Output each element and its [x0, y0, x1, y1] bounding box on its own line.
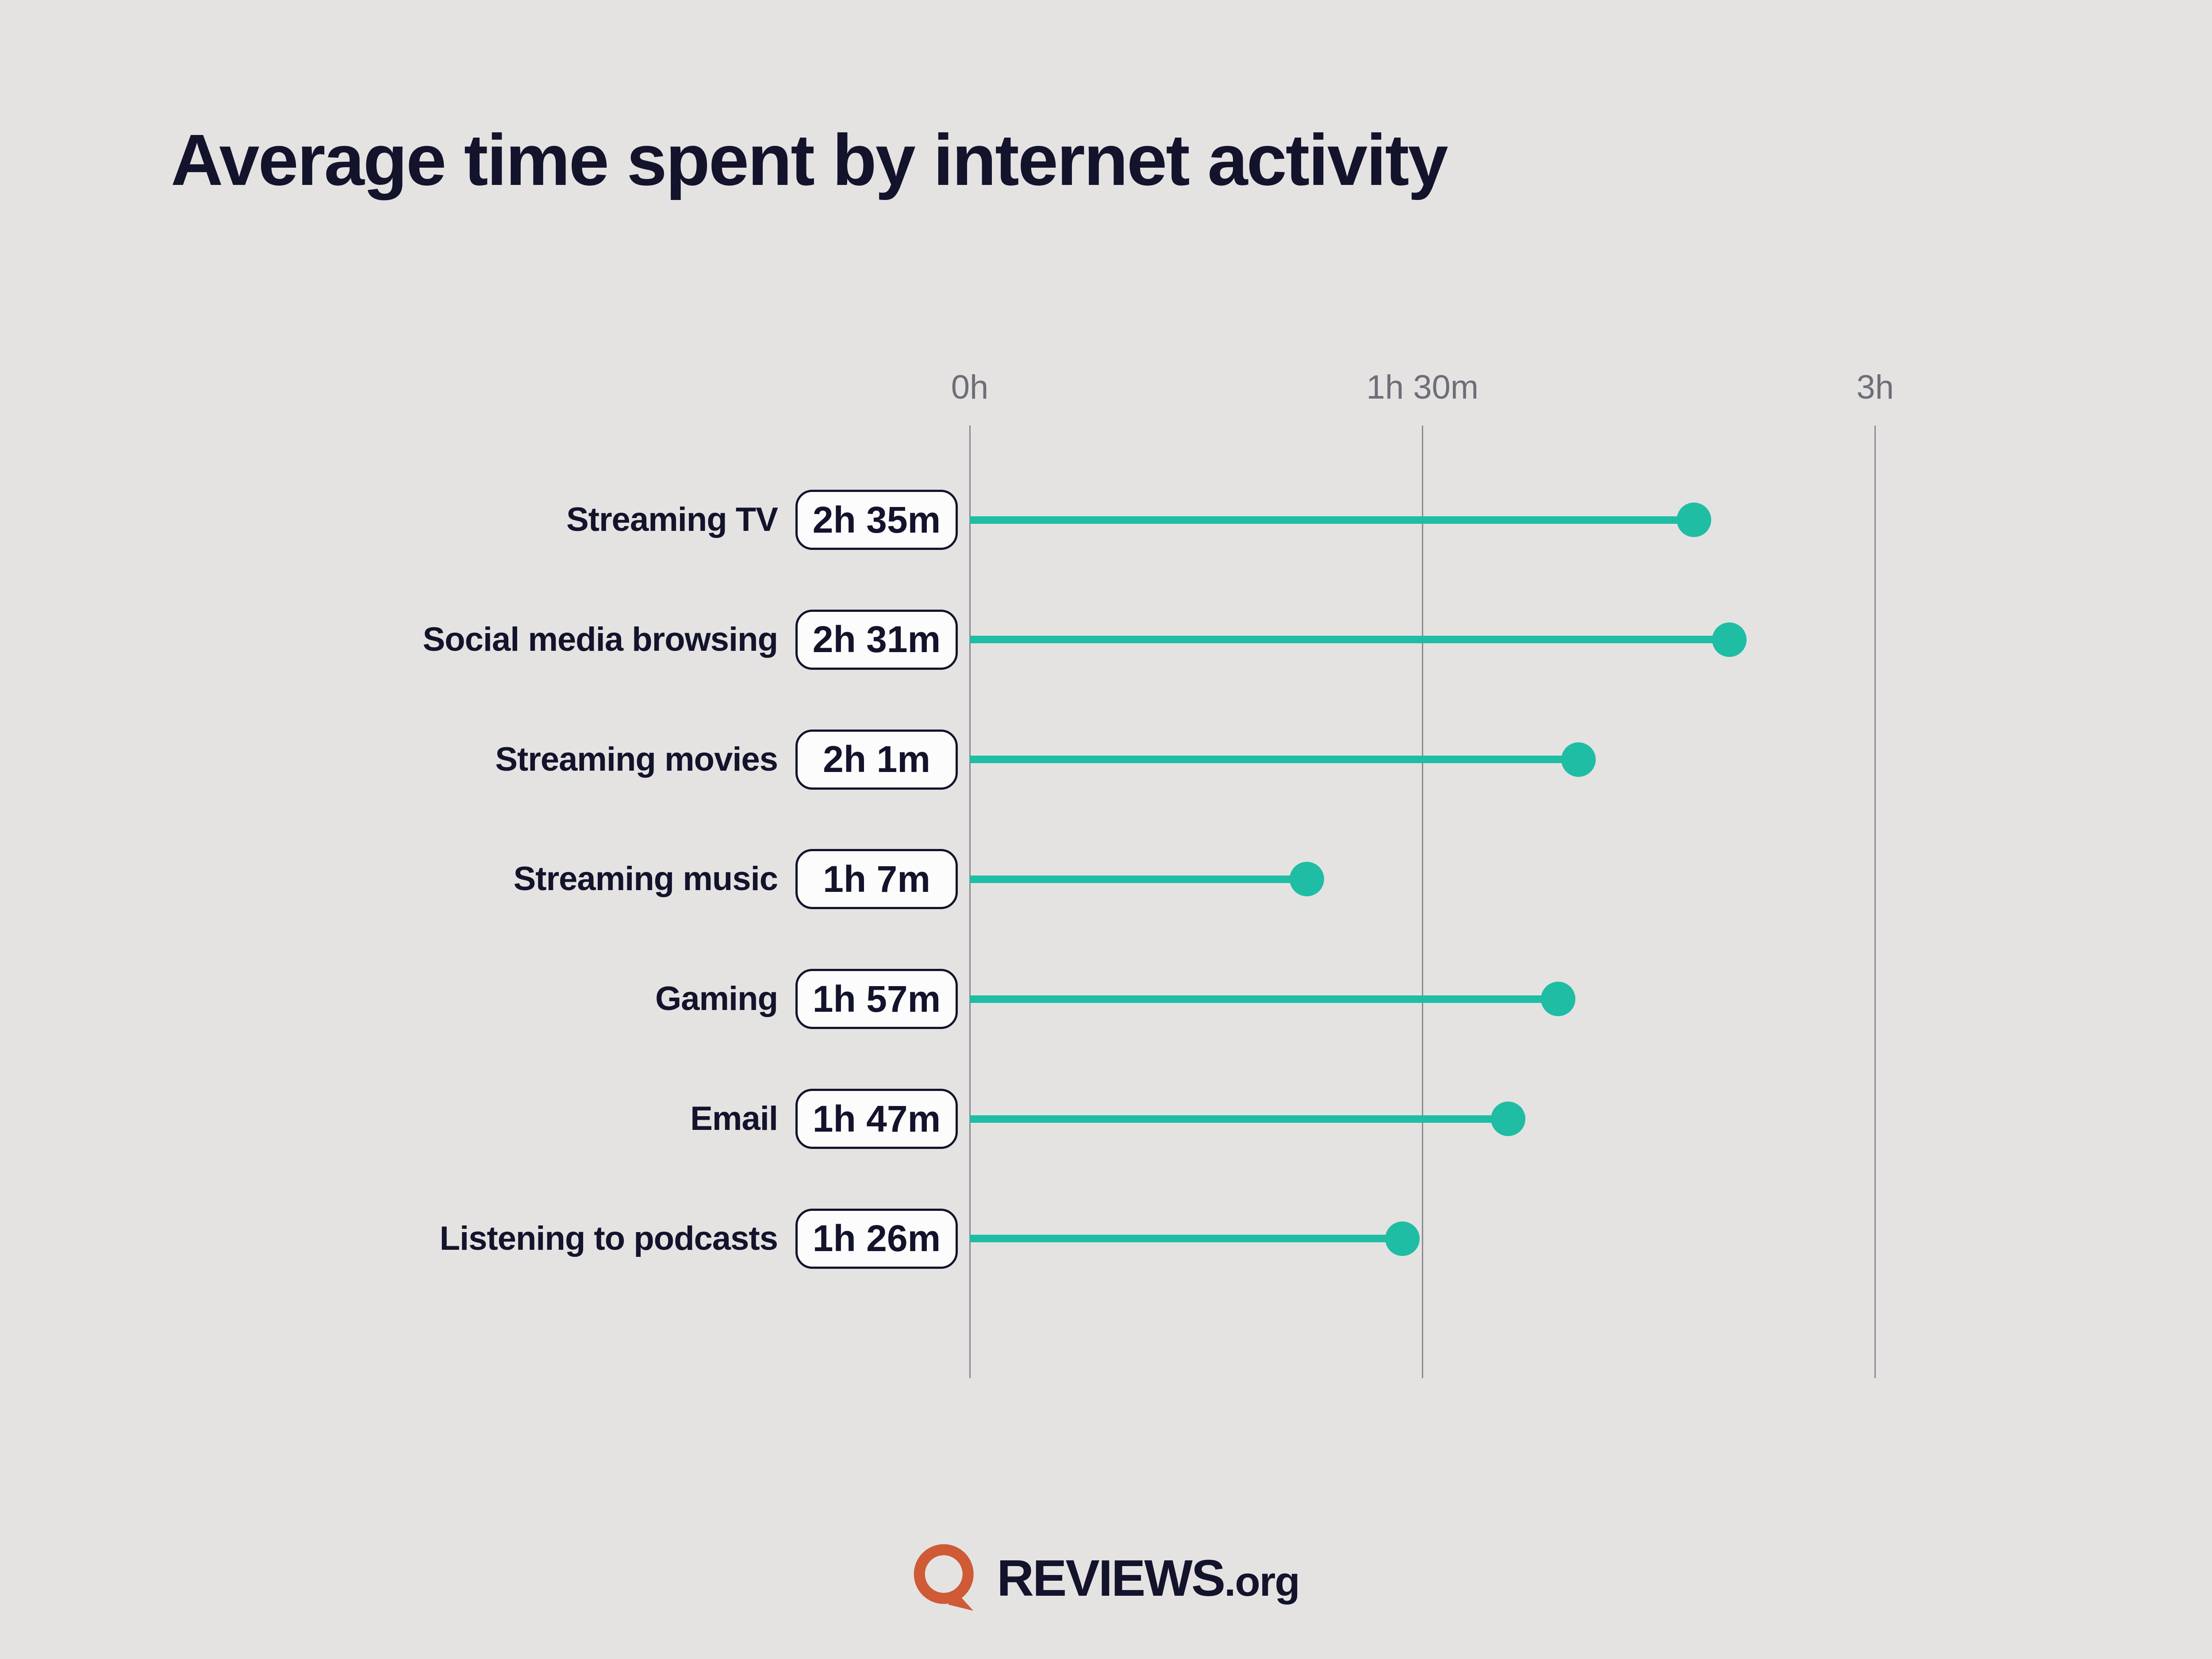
lollipop-stem [970, 1115, 1508, 1123]
lollipop-dot [1385, 1221, 1420, 1256]
lollipop-stem [970, 995, 1559, 1003]
value-badge: 2h 1m [795, 729, 958, 790]
lollipop-stem [970, 516, 1694, 524]
gridline-1h-30m [1421, 426, 1423, 1378]
lollipop-dot [1677, 503, 1712, 537]
lollipop-row: Listening to podcasts 1h 26m [0, 1208, 2212, 1269]
brand-tld: .org [1224, 1558, 1300, 1605]
lollipop-row: Email 1h 47m [0, 1089, 2212, 1149]
category-label: Streaming movies [495, 740, 778, 778]
x-tick-label: 1h 30m [1366, 369, 1479, 406]
category-label: Email [690, 1100, 778, 1137]
x-tick-label: 3h [1856, 369, 1894, 406]
x-tick-label: 0h [951, 369, 989, 406]
value-badge: 1h 47m [795, 1089, 958, 1149]
lollipop-dot [1541, 982, 1576, 1017]
value-badge: 1h 57m [795, 969, 958, 1029]
category-label: Social media browsing [422, 620, 778, 658]
category-label: Listening to podcasts [439, 1219, 778, 1257]
lollipop-row: Streaming TV 2h 35m [0, 490, 2212, 550]
gridline-0h [969, 426, 971, 1378]
category-label: Streaming music [513, 860, 778, 898]
brand-logo: REVIEWS .org [913, 1542, 1300, 1614]
speech-bubble-q-icon [914, 1544, 974, 1611]
lollipop-row: Streaming movies 2h 1m [0, 729, 2212, 790]
category-label: Streaming TV [566, 501, 778, 538]
lollipop-stem [970, 756, 1578, 764]
value-badge: 2h 31m [795, 609, 958, 670]
lollipop-dot [1561, 742, 1596, 777]
brand-wordmark: REVIEWS .org [997, 1548, 1300, 1608]
gridline-3h [1874, 426, 1876, 1378]
lollipop-row: Social media browsing 2h 31m [0, 609, 2212, 670]
category-label: Gaming [655, 980, 778, 1018]
lollipop-dot [1289, 862, 1324, 897]
lollipop-stem [970, 875, 1307, 883]
lollipop-row: Streaming music 1h 7m [0, 849, 2212, 910]
brand-name: REVIEWS [997, 1549, 1225, 1607]
value-badge: 1h 7m [795, 849, 958, 910]
lollipop-row: Gaming 1h 57m [0, 969, 2212, 1029]
value-badge: 2h 35m [795, 490, 958, 550]
value-badge: 1h 26m [795, 1208, 958, 1269]
chart-title: Average time spent by internet activity [171, 119, 1448, 200]
lollipop-stem [970, 636, 1729, 644]
lollipop-dot [1712, 622, 1747, 657]
lollipop-dot [1490, 1102, 1525, 1136]
lollipop-stem [970, 1235, 1402, 1243]
